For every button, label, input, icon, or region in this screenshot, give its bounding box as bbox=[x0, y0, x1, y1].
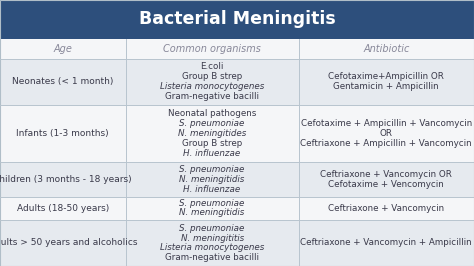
Text: S. pneumoniae: S. pneumoniae bbox=[180, 119, 245, 128]
Text: Infants (1-3 months): Infants (1-3 months) bbox=[17, 129, 109, 138]
Text: Cefotaxime + Ampicillin + Vancomycin: Cefotaxime + Ampicillin + Vancomycin bbox=[301, 119, 472, 128]
Text: Age: Age bbox=[54, 44, 72, 53]
Text: Listeria monocytogenes: Listeria monocytogenes bbox=[160, 243, 264, 252]
Text: S. pneumoniae: S. pneumoniae bbox=[180, 165, 245, 174]
Text: H. influenzae: H. influenzae bbox=[183, 149, 241, 158]
Bar bbox=[0, 162, 474, 197]
Text: Ceftriaxone + Ampicillin + Vancomycin: Ceftriaxone + Ampicillin + Vancomycin bbox=[301, 139, 472, 148]
Bar bbox=[0, 0, 474, 39]
Bar bbox=[0, 220, 474, 266]
Text: Gentamicin + Ampicillin: Gentamicin + Ampicillin bbox=[334, 82, 439, 91]
Text: Bacterial Meningitis: Bacterial Meningitis bbox=[138, 10, 336, 28]
Text: Listeria monocytogenes: Listeria monocytogenes bbox=[160, 82, 264, 91]
Text: Cefotaxime + Vencomycin: Cefotaxime + Vencomycin bbox=[328, 180, 444, 189]
Bar bbox=[0, 39, 474, 59]
Text: Adults (18-50 years): Adults (18-50 years) bbox=[17, 204, 109, 213]
Text: N. meningitides: N. meningitides bbox=[178, 129, 246, 138]
Text: N. meningititis: N. meningititis bbox=[181, 234, 244, 243]
Text: E.coli: E.coli bbox=[201, 62, 224, 71]
Text: S. pneumoniae: S. pneumoniae bbox=[180, 199, 245, 208]
Text: Group B strep: Group B strep bbox=[182, 72, 242, 81]
Text: Neonates (< 1 month): Neonates (< 1 month) bbox=[12, 77, 113, 86]
Text: Group B strep: Group B strep bbox=[182, 139, 242, 148]
Text: Antibiotic: Antibiotic bbox=[363, 44, 410, 53]
Text: H. influenzae: H. influenzae bbox=[183, 185, 241, 194]
Text: Ceftriaxone + Vancomycin + Ampicillin: Ceftriaxone + Vancomycin + Ampicillin bbox=[301, 238, 472, 247]
Bar bbox=[0, 59, 474, 105]
Bar bbox=[0, 105, 474, 162]
Text: S. pneumoniae: S. pneumoniae bbox=[180, 224, 245, 233]
Text: Gram-negative bacilli: Gram-negative bacilli bbox=[165, 253, 259, 262]
Text: N. meningitidis: N. meningitidis bbox=[180, 175, 245, 184]
Text: Children (3 months - 18 years): Children (3 months - 18 years) bbox=[0, 175, 132, 184]
Bar bbox=[0, 197, 474, 220]
Text: Ceftriaxone + Vancomycin OR: Ceftriaxone + Vancomycin OR bbox=[320, 170, 452, 179]
Text: OR: OR bbox=[380, 129, 393, 138]
Text: Adults > 50 years and alcoholics: Adults > 50 years and alcoholics bbox=[0, 238, 137, 247]
Text: Neonatal pathogens: Neonatal pathogens bbox=[168, 109, 256, 118]
Text: Cefotaxime+Ampicillin OR: Cefotaxime+Ampicillin OR bbox=[328, 72, 444, 81]
Text: Gram-negative bacilli: Gram-negative bacilli bbox=[165, 92, 259, 101]
Text: Ceftriaxone + Vancomycin: Ceftriaxone + Vancomycin bbox=[328, 204, 444, 213]
Text: N. meningitidis: N. meningitidis bbox=[180, 209, 245, 218]
Text: Common organisms: Common organisms bbox=[163, 44, 261, 53]
